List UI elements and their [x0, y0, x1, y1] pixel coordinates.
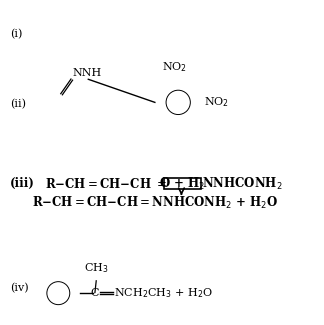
Text: O + H$_2$: O + H$_2$ — [159, 176, 205, 192]
Bar — [164, 178, 201, 189]
Text: R$\mathbf{-}$CH$=$CH$\mathbf{-}$CH$=$NNHCONH$_2$ + H$_2$O: R$\mathbf{-}$CH$=$CH$\mathbf{-}$CH$=$NNH… — [32, 195, 278, 211]
Text: (iv): (iv) — [10, 282, 28, 293]
Text: NNH: NNH — [73, 68, 102, 78]
Text: NO$_2$: NO$_2$ — [204, 96, 229, 109]
Text: (i): (i) — [10, 29, 22, 39]
Text: R$\mathbf{-}$CH$=$CH$\mathbf{-}$CH $=$: R$\mathbf{-}$CH$=$CH$\mathbf{-}$CH $=$ — [45, 176, 171, 191]
Text: (iii): (iii) — [10, 177, 35, 190]
Text: C: C — [91, 288, 99, 298]
Text: (ii): (ii) — [10, 99, 26, 109]
Text: CH$_3$: CH$_3$ — [84, 262, 109, 275]
Text: NNHCONH$_2$: NNHCONH$_2$ — [202, 176, 283, 192]
Text: NO$_2$: NO$_2$ — [162, 60, 188, 74]
Text: NCH$_2$CH$_3$ + H$_2$O: NCH$_2$CH$_3$ + H$_2$O — [114, 286, 213, 300]
